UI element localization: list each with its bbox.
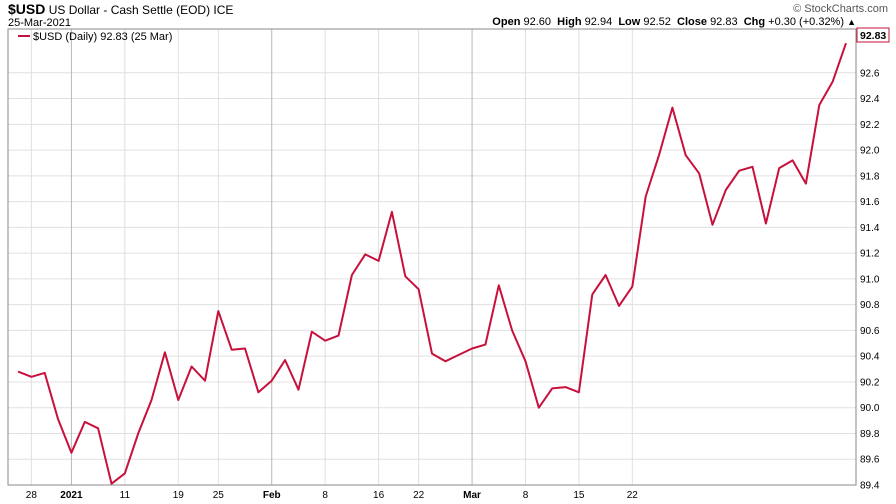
x-tick-label: 25 (213, 490, 225, 501)
watermark: © StockCharts.com (793, 3, 888, 15)
y-tick-label: 89.6 (860, 455, 880, 466)
x-tick-label: 11 (120, 490, 131, 501)
exchange-name: ICE (213, 3, 234, 17)
plot-frame (7, 28, 857, 486)
last-value-box (856, 27, 890, 43)
y-tick-label: 91.8 (860, 171, 880, 182)
x-tick-label: 28 (26, 490, 38, 501)
y-tick-label: 90.6 (860, 326, 880, 337)
y-tick-label: 92.6 (860, 68, 880, 79)
open-value: 92.60 (523, 16, 552, 28)
x-tick-label: 22 (627, 490, 639, 501)
x-axis: 28 2021 11 19 25 Feb 8 16 22 Mar 8 15 22 (26, 490, 639, 501)
close-value: 92.83 (710, 16, 738, 28)
legend: $USD (Daily) 92.83 (25 Mar) (18, 31, 172, 43)
low-label: Low (618, 16, 641, 28)
ticker-symbol: $USD (8, 1, 46, 17)
y-tick-label: 90.8 (860, 300, 880, 311)
y-tick-label: 89.8 (860, 429, 880, 440)
chg-label: Chg (743, 16, 766, 28)
x-tick-label: 19 (173, 490, 185, 501)
y-tick-label: 91.2 (860, 249, 880, 260)
legend-label: $USD (Daily) 92.83 (25 Mar) (33, 31, 172, 43)
x-tick-label: 22 (413, 490, 425, 501)
last-value-label: 92.83 (860, 30, 886, 42)
x-tick-label: 15 (573, 490, 585, 501)
y-tick-label: 91.0 (860, 274, 880, 285)
chg-value: +0.30 (+0.32%) (768, 16, 845, 28)
x-tick-label: 16 (373, 490, 385, 501)
y-tick-label: 92.4 (860, 94, 880, 105)
last-value-marker: 92.83 (856, 27, 890, 43)
y-tick-label: 92.0 (860, 146, 880, 157)
x-tick-label: Mar (463, 490, 481, 501)
y-tick-label: 91.6 (860, 197, 880, 208)
price-series-line (17, 42, 847, 485)
chart-grid (8, 29, 856, 486)
x-tick-label: 8 (523, 490, 529, 501)
x-tick-label: Feb (263, 490, 281, 501)
y-tick-label: 90.0 (860, 403, 880, 414)
up-arrow-icon: ▲ (847, 17, 856, 27)
y-tick-label: 89.4 (860, 481, 880, 492)
x-tick-label: 2021 (60, 490, 83, 501)
instrument-name: US Dollar - Cash Settle (EOD) (48, 3, 211, 17)
y-tick-label: 91.4 (860, 223, 880, 234)
y-tick-label: 92.2 (860, 120, 880, 131)
open-label: Open (492, 16, 521, 28)
y-tick-label: 90.4 (860, 352, 880, 363)
high-label: High (557, 16, 582, 28)
price-stats: Open 92.60 High 92.94 Low 92.52 Close 92… (492, 16, 856, 28)
y-axis: 89.4 89.6 89.8 90.0 90.2 90.4 90.6 90.8 91.0 91.2… (860, 68, 880, 491)
chart-date: 25-Mar-2021 (8, 17, 71, 29)
low-value: 92.52 (643, 16, 671, 28)
high-value: 92.94 (584, 16, 613, 28)
chart-title: $USD US Dollar - Cash Settle (EOD) ICE (8, 1, 234, 17)
y-tick-label: 90.2 (860, 377, 880, 388)
x-tick-label: 8 (322, 490, 328, 501)
close-label: Close (677, 16, 707, 28)
